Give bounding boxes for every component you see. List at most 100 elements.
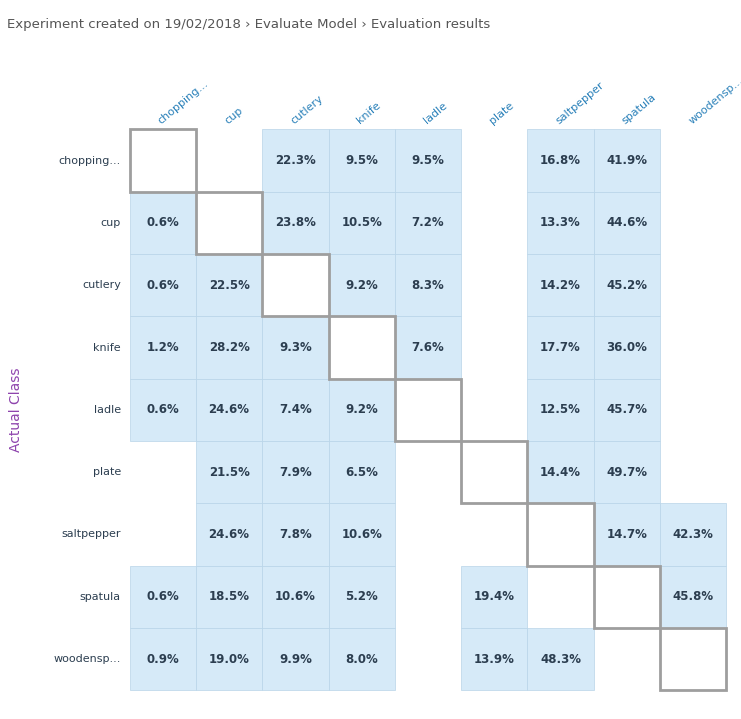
Bar [262,192,328,254]
Text: cup: cup [101,218,121,228]
Text: 13.3%: 13.3% [540,216,581,229]
Bar [196,503,262,566]
Bar [660,628,726,690]
Bar [594,441,660,503]
Bar [328,254,395,316]
Text: 9.5%: 9.5% [345,154,378,167]
Bar [262,628,328,690]
Text: 49.7%: 49.7% [606,466,647,479]
Text: 48.3%: 48.3% [540,653,581,666]
Bar [395,254,461,316]
Text: knife: knife [355,101,383,126]
Text: Actual Class: Actual Class [10,367,23,452]
Text: spatula: spatula [80,592,121,602]
Bar [262,316,328,379]
Bar [594,192,660,254]
Text: 6.5%: 6.5% [345,466,378,479]
Bar [395,379,461,441]
Bar [660,503,726,566]
Text: 10.6%: 10.6% [341,528,382,541]
Bar [196,441,262,503]
Bar [130,129,196,192]
Text: 22.5%: 22.5% [209,279,250,292]
Bar [196,628,262,690]
Text: 24.6%: 24.6% [209,403,250,416]
Text: spatula: spatula [620,92,658,126]
Bar [594,566,660,628]
Text: saltpepper: saltpepper [62,529,121,539]
Text: woodensp...: woodensp... [53,654,121,664]
Bar [196,316,262,379]
Bar [328,503,395,566]
Text: 14.7%: 14.7% [606,528,647,541]
Text: 0.6%: 0.6% [147,403,179,416]
Bar [196,254,262,316]
Text: 13.9%: 13.9% [473,653,515,666]
Text: 14.2%: 14.2% [540,279,581,292]
Text: 9.9%: 9.9% [279,653,312,666]
Bar [328,441,395,503]
Bar [130,628,196,690]
Text: 7.8%: 7.8% [279,528,312,541]
Text: plate: plate [93,467,121,477]
Text: 28.2%: 28.2% [209,341,250,354]
Text: 23.8%: 23.8% [275,216,316,229]
Bar [130,254,196,316]
Text: knife: knife [93,342,121,352]
Text: 14.4%: 14.4% [540,466,581,479]
Bar [130,316,196,379]
Bar [262,566,328,628]
Bar [262,129,328,192]
Text: cup: cup [222,105,245,126]
Bar [328,628,395,690]
Bar [594,316,660,379]
Text: 45.2%: 45.2% [606,279,647,292]
Text: 9.2%: 9.2% [345,403,378,416]
Text: plate: plate [488,100,516,126]
Bar [461,566,528,628]
Text: 41.9%: 41.9% [606,154,647,167]
Bar [395,192,461,254]
Bar [528,379,594,441]
Text: 9.5%: 9.5% [411,154,445,167]
Bar [328,566,395,628]
Text: 0.6%: 0.6% [147,279,179,292]
Text: 22.3%: 22.3% [275,154,316,167]
Text: 17.7%: 17.7% [540,341,581,354]
Text: 10.6%: 10.6% [275,590,316,603]
Text: 24.6%: 24.6% [209,528,250,541]
Text: 12.5%: 12.5% [540,403,581,416]
Bar [328,192,395,254]
Bar [328,129,395,192]
Bar [594,379,660,441]
Bar [262,254,328,316]
Bar [528,316,594,379]
Bar [395,316,461,379]
Bar [594,503,660,566]
Bar [528,441,594,503]
Text: 7.4%: 7.4% [279,403,312,416]
Text: 0.9%: 0.9% [147,653,179,666]
Text: 8.3%: 8.3% [411,279,445,292]
Bar [528,129,594,192]
Text: 9.3%: 9.3% [279,341,312,354]
Bar [262,379,328,441]
Text: cutlery: cutlery [289,93,325,126]
Text: ladle: ladle [422,101,449,126]
Text: chopping...: chopping... [156,78,210,126]
Text: 44.6%: 44.6% [606,216,648,229]
Bar [328,316,395,379]
Bar [130,192,196,254]
Text: Experiment created on 19/02/2018 › Evaluate Model › Evaluation results: Experiment created on 19/02/2018 › Evalu… [7,18,491,31]
Bar [660,566,726,628]
Text: ladle: ladle [93,405,121,415]
Text: 9.2%: 9.2% [345,279,378,292]
Text: chopping...: chopping... [59,155,121,165]
Bar [262,503,328,566]
Text: cutlery: cutlery [82,280,121,290]
Text: 45.7%: 45.7% [606,403,647,416]
Text: 18.5%: 18.5% [209,590,250,603]
Bar [130,566,196,628]
Bar [196,566,262,628]
Text: 5.2%: 5.2% [345,590,378,603]
